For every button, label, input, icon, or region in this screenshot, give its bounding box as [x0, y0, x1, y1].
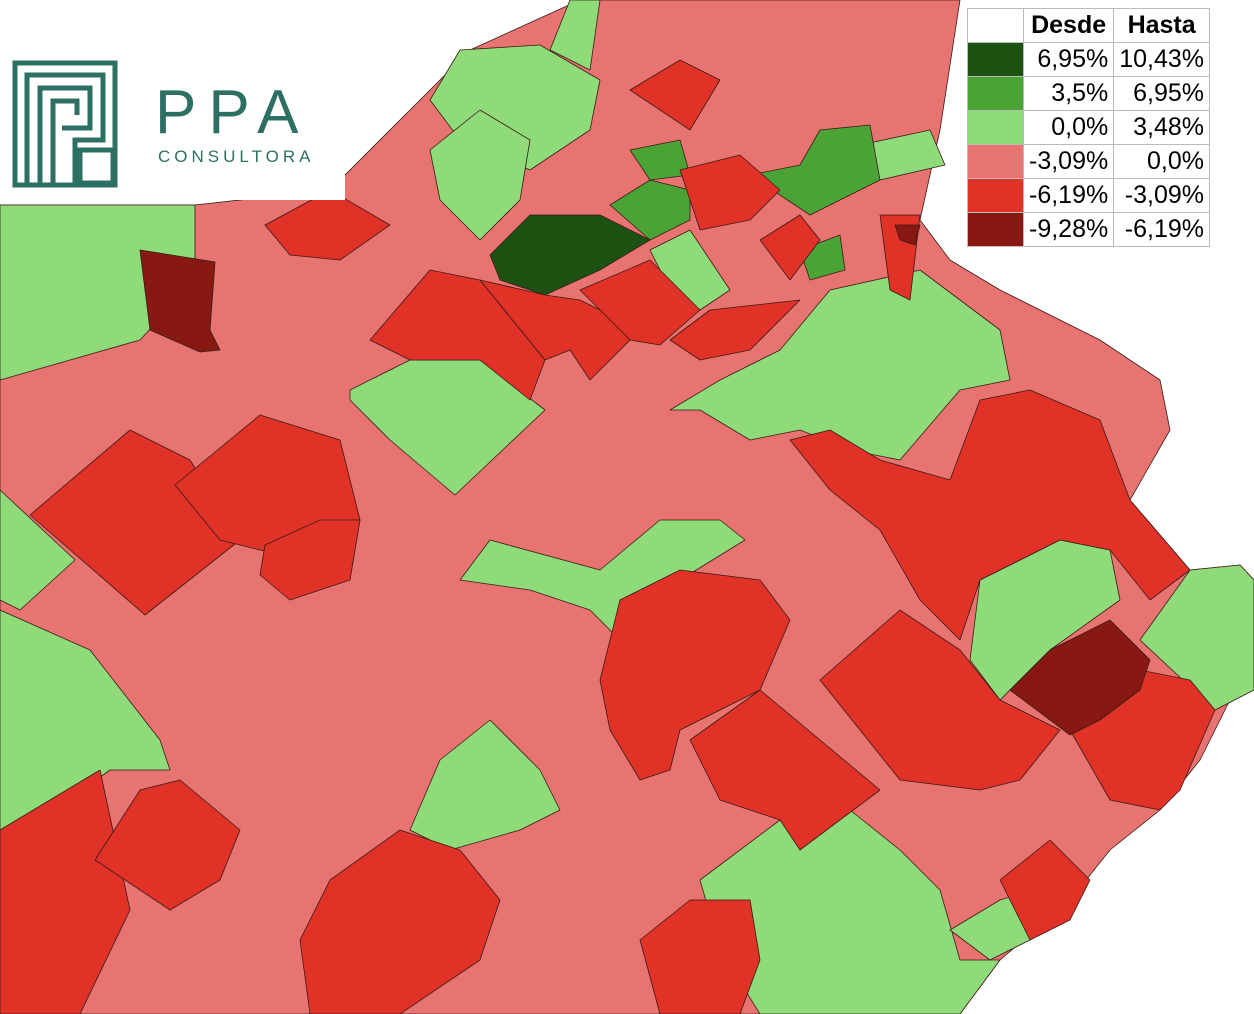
region — [609, 179, 691, 241]
legend-from: 0,0% — [1022, 110, 1115, 145]
legend-swatch — [967, 42, 1024, 77]
legend-to: -3,09% — [1113, 178, 1211, 213]
region — [689, 689, 881, 851]
region — [579, 259, 701, 346]
legend-row: -6,19% -3,09% — [967, 178, 1211, 213]
region — [629, 59, 721, 131]
region — [429, 109, 531, 241]
legend-to: 3,48% — [1113, 110, 1211, 145]
legend-header-cell: Hasta — [1113, 8, 1211, 43]
region — [459, 519, 746, 641]
legend-swatch — [967, 110, 1024, 145]
region — [999, 839, 1091, 941]
legend-from: -6,19% — [1022, 178, 1115, 213]
region — [139, 249, 221, 353]
legend-to: 0,0% — [1113, 144, 1211, 179]
region — [749, 124, 881, 216]
region — [479, 279, 641, 381]
legend-row: -3,09% 0,0% — [967, 144, 1211, 179]
region — [369, 269, 546, 401]
legend-blank — [967, 8, 1024, 43]
region — [94, 779, 241, 911]
region — [894, 224, 921, 246]
region — [669, 299, 801, 361]
legend-swatch — [967, 178, 1024, 213]
region — [639, 899, 761, 1014]
region — [0, 769, 131, 1014]
region — [0, 489, 76, 611]
region — [599, 569, 791, 781]
legend-row: 3,5% 6,95% — [967, 76, 1211, 111]
region — [759, 214, 821, 281]
legend-from: -9,28% — [1022, 212, 1115, 247]
logo-subtitle: CONSULTORA — [158, 147, 315, 166]
legend-header-cell: Desde — [1022, 8, 1115, 43]
legend-to: 10,43% — [1113, 42, 1211, 77]
region — [489, 214, 651, 296]
region — [1009, 619, 1151, 736]
legend-row: 0,0% 3,48% — [967, 110, 1211, 145]
legend-to: -6,19% — [1113, 212, 1211, 247]
legend-from: 6,95% — [1022, 42, 1115, 77]
legend-header: Desde Hasta — [967, 8, 1211, 43]
legend-swatch — [967, 144, 1024, 179]
region — [299, 829, 501, 1014]
region — [789, 389, 1191, 641]
region — [549, 0, 601, 71]
legend-swatch — [967, 76, 1024, 111]
legend: Desde Hasta 6,95% 10,43% 3,5% 6,95% 0,0% 3,48… — [967, 8, 1211, 247]
logo: PPA CONSULTORA — [0, 0, 345, 200]
region — [819, 609, 1061, 791]
region — [0, 609, 171, 851]
legend-row: -9,28% -6,19% — [967, 212, 1211, 247]
legend-from: 3,5% — [1022, 76, 1115, 111]
region — [259, 519, 361, 601]
region — [679, 154, 781, 231]
legend-row: 6,95% 10,43% — [967, 42, 1211, 77]
logo-icon — [12, 60, 118, 188]
logo-name: PPA — [155, 78, 310, 147]
legend-from: -3,09% — [1022, 144, 1115, 179]
legend-to: 6,95% — [1113, 76, 1211, 111]
region — [409, 719, 561, 851]
legend-swatch — [967, 212, 1024, 247]
